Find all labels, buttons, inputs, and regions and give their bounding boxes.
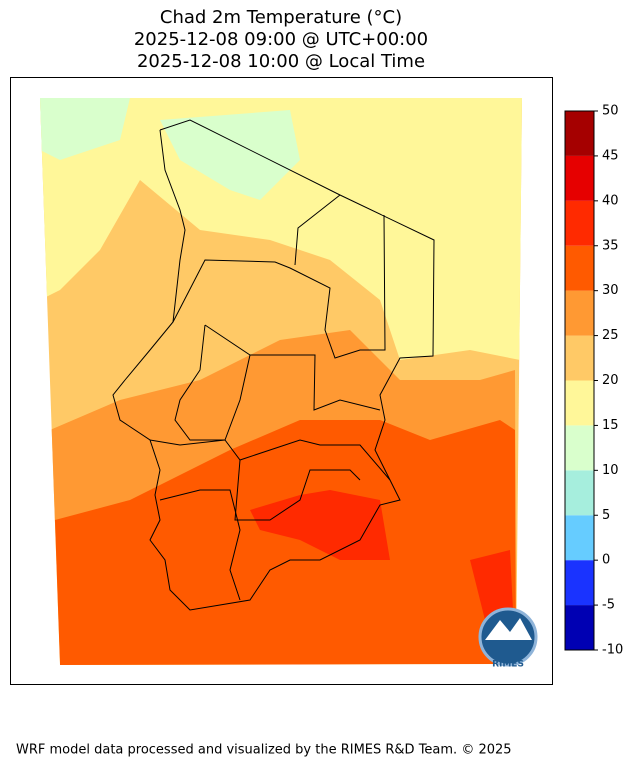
logo: RIMES [478,607,538,670]
region-border [204,324,381,411]
temperature-field [40,98,522,665]
colorbar-tick-label: 40 [602,193,619,208]
borders [112,119,435,611]
title-line: 2025-12-08 09:00 @ UTC+00:00 [134,29,428,50]
colorbar-band [565,245,594,291]
title-line: Chad 2m Temperature (°C) [160,7,402,28]
colorbar-band [565,515,594,561]
field-15-20 [40,98,522,360]
colorbar-band [565,605,594,650]
colorbar-band [565,111,594,156]
logo-mountain [485,618,532,640]
colorbar-tick-label: 45 [602,148,619,163]
field-30-35 [55,420,516,665]
colorbar-band [565,470,594,516]
colorbar-band [565,200,594,246]
colorbar-tick-label: -10 [602,643,623,658]
field-10-15 [40,98,130,160]
region-border [234,459,361,521]
country-border [112,119,435,611]
colorbar-tick-label: 30 [602,283,619,298]
colorbar-band [565,560,594,606]
colorbar-tick-label: 15 [602,418,619,433]
colorbar-tick-label: 0 [602,553,610,568]
logo-text: RIMES [492,660,524,670]
colorbar-tick-label: -5 [602,598,615,613]
colorbar-tick-label: 20 [602,373,619,388]
region-border [159,489,241,601]
footer: WRF model data processed and visualized … [16,743,512,758]
colorbar-tick-label: 35 [602,238,619,253]
colorbar: -10 -5 0 5 10 15 20 25 30 35 40 45 50 [564,104,623,658]
field-10-15 [160,110,300,200]
colorbar-band [565,155,594,201]
colorbar-tick-label: 50 [602,104,619,119]
region-border [294,194,341,266]
region-border [174,324,251,441]
colorbar-band [565,335,594,381]
colorbar-band [565,380,594,426]
colorbar-band [565,425,594,471]
colorbar-tick-label: 5 [602,508,610,523]
region-border [172,214,386,359]
colorbar-tick-label: 10 [602,463,619,478]
title-line: 2025-12-08 10:00 @ Local Time [137,51,425,72]
colorbar-tick-label: 25 [602,328,619,343]
colorbar-band [565,290,594,336]
region-border [149,439,391,481]
